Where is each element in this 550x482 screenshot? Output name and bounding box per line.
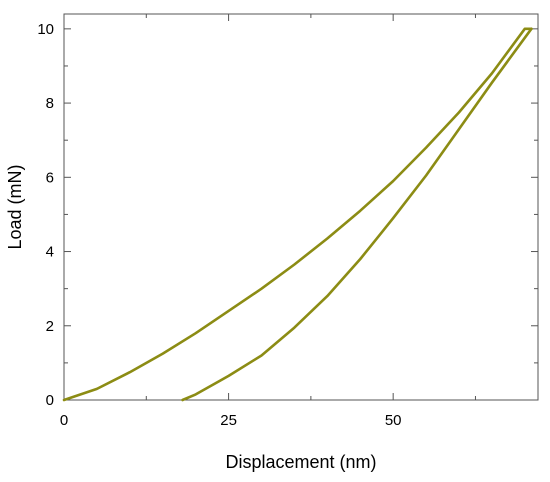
y-tick-label: 8 bbox=[46, 95, 54, 112]
plot-frame bbox=[63, 13, 539, 401]
x-tick-label: 25 bbox=[220, 412, 237, 429]
y-tick-label: 4 bbox=[46, 244, 54, 261]
unloading-curve bbox=[181, 27, 533, 402]
tick-group: 0 25 50 0 2 4 6 8 10 bbox=[37, 14, 538, 429]
x-axis-label: Displacement (nm) bbox=[225, 452, 376, 472]
y-axis-label: Load (mN) bbox=[5, 164, 25, 249]
y-tick-label: 6 bbox=[46, 169, 54, 186]
y-tick-label: 0 bbox=[46, 392, 54, 409]
x-tick-label: 50 bbox=[385, 412, 402, 429]
loading-curve bbox=[62, 27, 533, 402]
y-tick-label: 10 bbox=[37, 21, 54, 38]
series-group bbox=[62, 27, 533, 402]
x-tick-label: 0 bbox=[60, 412, 68, 429]
y-tick-label: 2 bbox=[46, 318, 54, 335]
